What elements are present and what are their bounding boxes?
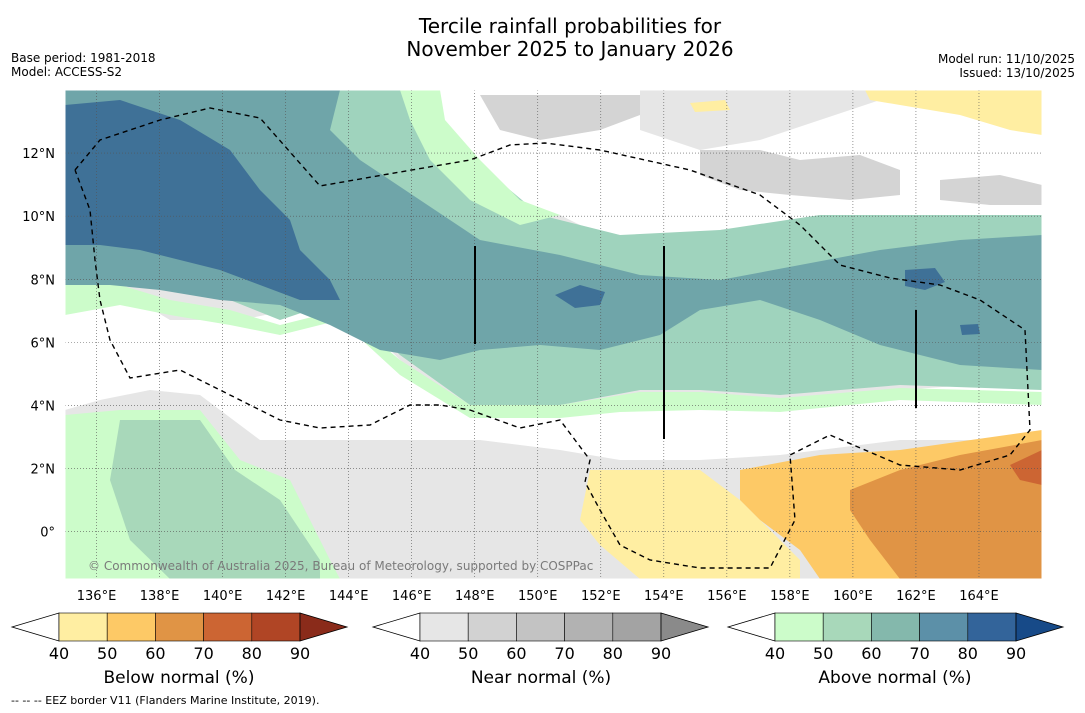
colorbar-near-tick: 90 <box>651 644 671 663</box>
eez-border <box>74 107 1031 569</box>
colorbar-above-swatch <box>822 612 872 642</box>
colorbar-above-tick: 90 <box>1006 644 1026 663</box>
colorbar-near-swatch <box>516 612 565 642</box>
colorbar-above-normal: 40 50 60 70 80 90 <box>726 612 1065 663</box>
chart-title-line-1: Tercile rainfall probabilities for <box>418 14 722 38</box>
colorbar-near-swatch <box>612 612 662 642</box>
colorbar-near-tick: 40 <box>410 644 430 663</box>
region-above-50-south <box>65 285 1042 418</box>
model-name: Model: ACCESS-S2 <box>11 65 123 79</box>
colorbar-above-tick: 70 <box>909 644 929 663</box>
colorbar-below-swatch <box>155 612 204 642</box>
colorbar-below-swatch <box>58 612 108 642</box>
colorbar-near-swatch <box>564 612 614 642</box>
y-tick-label: 6°N <box>31 336 56 351</box>
x-tick-label: 142°E <box>266 589 306 604</box>
colorbar-below-normal: 40 50 60 70 80 90 <box>10 612 349 663</box>
x-tick-label: 160°E <box>833 589 873 604</box>
colorbar-above-swatch <box>967 612 1017 642</box>
x-tick-label: 148°E <box>455 589 495 604</box>
x-tick-label: 136°E <box>77 589 117 604</box>
x-tick-label: 152°E <box>581 589 621 604</box>
colorbar-near-normal: 40 50 60 70 80 90 <box>371 612 710 663</box>
y-axis-ticks: 12°N 10°N 8°N 6°N 4°N 2°N 0° <box>22 147 55 541</box>
map-frame <box>64 89 1043 580</box>
x-tick-label: 158°E <box>770 589 810 604</box>
colorbar-below-tick: 80 <box>242 644 262 663</box>
region-above-80-east <box>905 268 945 290</box>
y-tick-label: 10°N <box>22 210 55 225</box>
x-axis-ticks: 136°E 138°E 140°E 142°E 144°E 146°E 148°E 150°E… <box>77 589 999 604</box>
y-tick-label: 12°N <box>22 147 55 162</box>
y-tick-label: 2°N <box>31 463 56 478</box>
colorbar-below-extend-low <box>10 612 60 642</box>
region-near-north-3 <box>940 175 1042 205</box>
colorbar-above-label: Above normal (%) <box>818 668 972 688</box>
region-below-40-top <box>865 90 1042 135</box>
region-above-60-southwest <box>110 420 320 579</box>
colorbar-below-tick: 90 <box>290 644 310 663</box>
eez-legend: -- -- -- EEZ border V11 (Flanders Marine… <box>11 694 320 707</box>
colorbar-above-extend-low <box>726 612 776 642</box>
y-tick-label: 4°N <box>31 399 56 414</box>
colorbar-below-swatch <box>106 612 156 642</box>
copyright-text: © Commonwealth of Australia 2025, Bureau… <box>88 559 593 573</box>
colorbar-below-label: Below normal (%) <box>103 668 255 688</box>
colorbar-near-extend-low <box>371 612 421 642</box>
x-tick-label: 154°E <box>644 589 684 604</box>
region-near-north-1 <box>480 95 640 140</box>
colorbar-near-swatch <box>467 612 517 642</box>
region-above-80-west <box>65 100 340 300</box>
x-tick-label: 162°E <box>896 589 936 604</box>
colorbar-above-tick: 40 <box>765 644 785 663</box>
model-run-date: Model run: 11/10/2025 <box>937 52 1075 66</box>
chart-title-line-2: November 2025 to January 2026 <box>406 37 734 61</box>
colorbar-near-tick: 80 <box>603 644 623 663</box>
x-tick-label: 144°E <box>329 589 369 604</box>
colorbar-above-tick: 80 <box>958 644 978 663</box>
colorbar-above-tick: 60 <box>861 644 881 663</box>
issued-date: Issued: 13/10/2025 <box>959 66 1075 80</box>
colorbar-above-extend-high <box>1015 612 1065 642</box>
region-above-80-spot <box>555 285 605 308</box>
colorbar-near-tick: 70 <box>554 644 574 663</box>
colorbar-below-tick: 40 <box>49 644 69 663</box>
colorbar-above-swatch <box>871 612 920 642</box>
colorbar-below-tick: 50 <box>97 644 117 663</box>
colorbar-below-swatch <box>251 612 301 642</box>
colorbar-near-extend-high <box>660 612 710 642</box>
region-near-north-2 <box>700 150 900 200</box>
colorbar-below-tick: 70 <box>193 644 213 663</box>
x-tick-label: 138°E <box>140 589 180 604</box>
colorbar-above-swatch <box>919 612 969 642</box>
region-below-60 <box>850 440 1042 579</box>
colorbar-above-swatch <box>774 612 824 642</box>
colorbar-above-tick: 50 <box>813 644 833 663</box>
colorbar-below-swatch <box>203 612 253 642</box>
x-tick-label: 150°E <box>518 589 558 604</box>
x-tick-label: 140°E <box>203 589 243 604</box>
map-gridlines <box>65 90 1042 579</box>
y-tick-label: 0° <box>40 526 55 541</box>
y-tick-label: 8°N <box>31 273 56 288</box>
colorbar-below-extend-high <box>299 612 349 642</box>
base-period: Base period: 1981-2018 <box>11 51 156 65</box>
x-tick-label: 146°E <box>392 589 432 604</box>
x-tick-label: 156°E <box>707 589 747 604</box>
region-above-80-east-2 <box>960 324 980 335</box>
colorbar-near-swatch <box>419 612 469 642</box>
colorbar-below-tick: 60 <box>145 644 165 663</box>
region-above-50-north <box>400 90 560 225</box>
region-neutral-south <box>65 290 1042 460</box>
x-tick-label: 164°E <box>959 589 999 604</box>
region-below-40-spot <box>690 100 730 112</box>
region-below-70 <box>1010 450 1042 485</box>
colorbar-near-label: Near normal (%) <box>470 668 612 688</box>
colorbar-near-tick: 50 <box>458 644 478 663</box>
colorbar-near-tick: 60 <box>506 644 526 663</box>
